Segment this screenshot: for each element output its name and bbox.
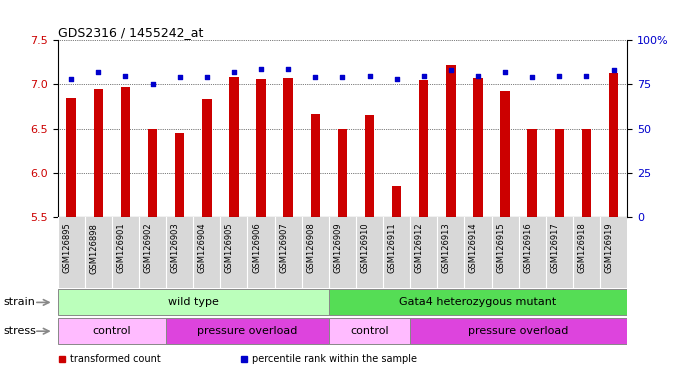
Bar xyxy=(311,114,320,217)
Text: GSM126919: GSM126919 xyxy=(605,223,614,273)
Text: GSM126915: GSM126915 xyxy=(496,223,505,273)
Text: GSM126895: GSM126895 xyxy=(62,223,71,273)
Text: GSM126908: GSM126908 xyxy=(306,223,315,273)
Text: GSM126917: GSM126917 xyxy=(551,223,559,273)
Bar xyxy=(58,290,329,315)
Bar xyxy=(392,186,401,217)
Point xyxy=(337,74,348,81)
Text: strain: strain xyxy=(3,297,35,308)
Text: GSM126906: GSM126906 xyxy=(252,223,261,273)
Point xyxy=(473,73,483,79)
Text: GSM126909: GSM126909 xyxy=(334,223,342,273)
Point xyxy=(418,73,429,79)
Text: GSM126914: GSM126914 xyxy=(469,223,478,273)
Text: GSM126904: GSM126904 xyxy=(198,223,207,273)
Bar xyxy=(58,318,166,344)
Text: GSM126918: GSM126918 xyxy=(578,223,586,273)
Bar xyxy=(365,115,374,217)
Bar xyxy=(473,78,483,217)
Text: percentile rank within the sample: percentile rank within the sample xyxy=(252,354,418,364)
Point xyxy=(283,66,294,72)
Bar xyxy=(94,89,103,217)
Text: control: control xyxy=(351,326,388,336)
Bar xyxy=(283,78,293,217)
Text: wild type: wild type xyxy=(167,297,219,307)
Bar xyxy=(338,129,347,217)
Point xyxy=(581,73,592,79)
Text: control: control xyxy=(93,326,131,336)
Text: GSM126901: GSM126901 xyxy=(117,223,125,273)
Bar xyxy=(329,318,410,344)
Bar xyxy=(500,91,510,217)
Text: GSM126902: GSM126902 xyxy=(144,223,153,273)
Text: pressure overload: pressure overload xyxy=(197,326,298,336)
Text: GSM126898: GSM126898 xyxy=(89,223,98,273)
Text: GSM126905: GSM126905 xyxy=(225,223,234,273)
Bar xyxy=(256,79,266,217)
Point xyxy=(527,74,538,81)
Text: GSM126903: GSM126903 xyxy=(171,223,180,273)
Text: GSM126911: GSM126911 xyxy=(388,223,397,273)
Point xyxy=(256,66,266,72)
Bar xyxy=(175,133,184,217)
Point xyxy=(608,67,619,73)
Text: GSM126910: GSM126910 xyxy=(361,223,370,273)
Bar xyxy=(410,318,627,344)
Bar xyxy=(329,290,627,315)
Point xyxy=(174,74,185,81)
Bar xyxy=(202,99,212,217)
Bar xyxy=(148,129,157,217)
Bar xyxy=(166,318,329,344)
Point xyxy=(93,69,104,75)
Bar xyxy=(609,73,618,217)
Bar xyxy=(121,87,130,217)
Point xyxy=(120,73,131,79)
Text: Gata4 heterozygous mutant: Gata4 heterozygous mutant xyxy=(399,297,557,307)
Bar xyxy=(582,129,591,217)
Point xyxy=(364,73,375,79)
Bar xyxy=(555,129,564,217)
Text: GSM126913: GSM126913 xyxy=(442,223,451,273)
Bar xyxy=(229,78,239,217)
Point xyxy=(310,74,321,81)
Text: pressure overload: pressure overload xyxy=(468,326,569,336)
Point xyxy=(201,74,212,81)
Point xyxy=(445,67,456,73)
Point xyxy=(228,69,239,75)
Bar xyxy=(66,98,76,217)
Text: GSM126916: GSM126916 xyxy=(523,223,532,273)
Text: GSM126907: GSM126907 xyxy=(279,223,288,273)
Bar xyxy=(527,129,537,217)
Bar xyxy=(419,80,428,217)
Point xyxy=(554,73,565,79)
Text: stress: stress xyxy=(3,326,36,336)
Point xyxy=(500,69,511,75)
Point xyxy=(66,76,77,82)
Text: transformed count: transformed count xyxy=(70,354,161,364)
Text: GDS2316 / 1455242_at: GDS2316 / 1455242_at xyxy=(58,26,203,39)
Bar xyxy=(446,65,456,217)
Text: GSM126912: GSM126912 xyxy=(415,223,424,273)
Point xyxy=(147,81,158,88)
Point xyxy=(391,76,402,82)
